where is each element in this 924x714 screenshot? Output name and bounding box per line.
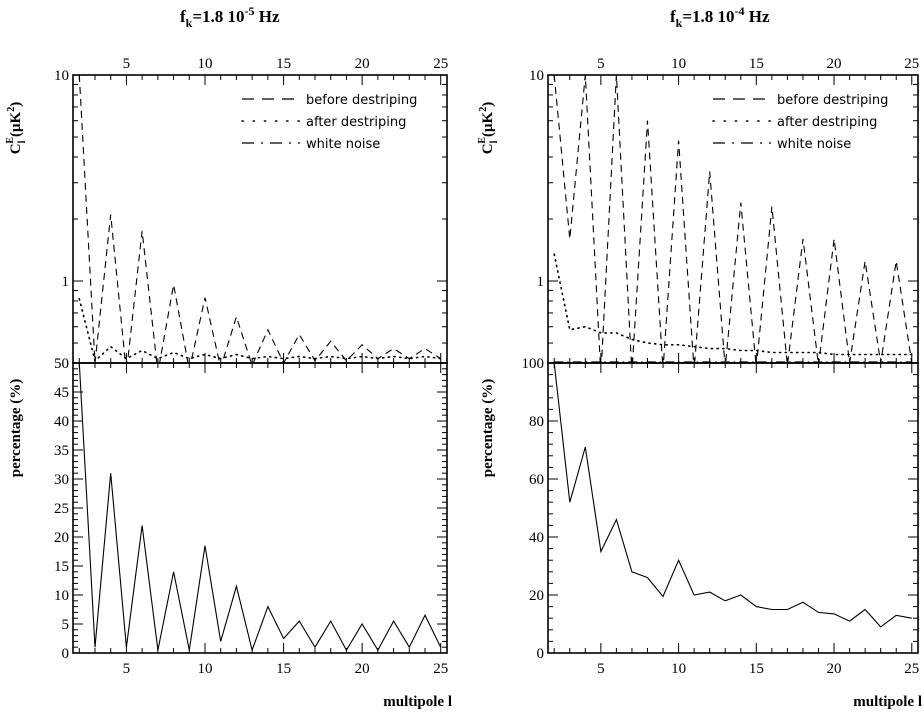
left-top-xtick-label: 20 — [355, 56, 370, 72]
right-top-ylabel: ClE(μK2) — [477, 102, 500, 154]
right-bottom-xtick-label: 25 — [904, 661, 919, 677]
left-bottom-ytick-label: 5 — [62, 617, 70, 633]
left-xlabel: multipole l — [383, 694, 452, 710]
left-bottom-series-line — [78, 363, 442, 652]
right-bottom-xtick-label: 20 — [827, 661, 842, 677]
left-bottom-ytick-label: 45 — [54, 385, 69, 401]
right-bottom-ytick-label: 20 — [529, 588, 544, 604]
right-bottom-ytick-label: 40 — [529, 530, 544, 546]
left-top-ytick-label: 10 — [54, 68, 69, 84]
left-top-legend-label: after destriping — [306, 115, 406, 130]
left-bottom-xtick-label: 20 — [355, 661, 370, 677]
left-top-ytick-label: 1 — [62, 274, 70, 290]
right-top-xtick-label: 25 — [904, 56, 919, 72]
right-top-legend-label: before destriping — [777, 93, 888, 108]
right-title: fk=1.8 10-4 Hz — [670, 4, 770, 30]
right-top-legend-label: white noise — [777, 137, 851, 152]
left-bottom-ytick-label: 40 — [54, 414, 69, 430]
left-bottom-ytick-label: 35 — [54, 443, 69, 459]
left-bottom-ytick-label: 50 — [54, 356, 69, 372]
right-bottom-series-line — [553, 363, 912, 628]
left-bottom-xtick-label: 10 — [198, 661, 213, 677]
right-xlabel: multipole l — [853, 694, 922, 710]
right-top-series-before-destriping — [553, 75, 913, 363]
right-bottom-ytick-label: 60 — [529, 472, 544, 488]
right-top-series-after-destriping — [553, 253, 913, 356]
right-top-xtick-label: 10 — [671, 56, 686, 72]
left-top-xtick-label: 10 — [198, 56, 213, 72]
left-bottom-ytick-label: 30 — [54, 472, 69, 488]
left-top-xtick-label: 25 — [433, 56, 448, 72]
left-top-ylabel: ClE(μK2) — [5, 102, 28, 154]
right-bottom-xtick-label: 5 — [597, 661, 605, 677]
left-top-xtick-label: 5 — [123, 56, 131, 72]
right-bottom-ytick-label: 100 — [522, 356, 545, 372]
left-top-legend-label: white noise — [306, 137, 380, 152]
left-bottom-ytick-label: 0 — [62, 646, 70, 662]
left-top-series-after-destriping — [78, 297, 442, 363]
left-top-legend-label: before destriping — [306, 93, 417, 108]
right-bottom-ylabel: percentage (%) — [480, 379, 496, 477]
left-bottom-xtick-label: 25 — [433, 661, 448, 677]
right-bottom-ytick-label: 0 — [537, 646, 545, 662]
right-bottom-ytick-label: 80 — [529, 414, 544, 430]
right-top-xtick-label: 15 — [749, 56, 764, 72]
right-bottom-xtick-label: 10 — [671, 661, 686, 677]
left-bottom-ytick-label: 15 — [54, 559, 69, 575]
right-bottom-frame — [547, 362, 919, 654]
left-bottom-ytick-label: 25 — [54, 501, 69, 517]
left-bottom-ylabel: percentage (%) — [8, 379, 24, 477]
right-top-xtick-label: 20 — [827, 56, 842, 72]
left-bottom-xtick-label: 5 — [123, 661, 131, 677]
left-bottom-ytick-label: 10 — [54, 588, 69, 604]
right-bottom-xtick-label: 15 — [749, 661, 764, 677]
right-top-ytick-label: 1 — [537, 274, 545, 290]
right-top-ytick-label: 10 — [529, 68, 544, 84]
left-top-xtick-label: 15 — [276, 56, 291, 72]
left-bottom-ytick-label: 20 — [54, 530, 69, 546]
right-top-legend-label: after destriping — [777, 115, 877, 130]
left-bottom-frame — [72, 362, 448, 654]
left-bottom-xtick-label: 15 — [276, 661, 291, 677]
left-top-series-before-destriping — [78, 75, 441, 363]
left-title: fk=1.8 10-5 Hz — [180, 4, 280, 30]
right-top-xtick-label: 5 — [597, 56, 605, 72]
